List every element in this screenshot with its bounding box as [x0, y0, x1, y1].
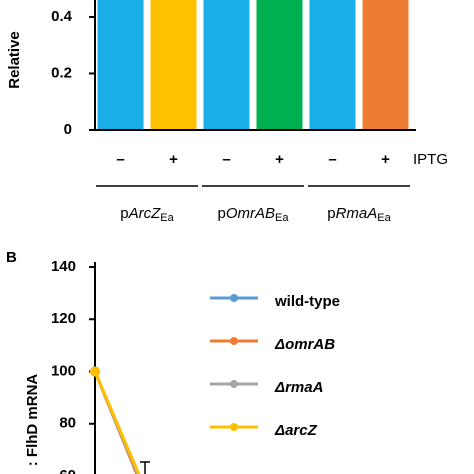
x-tick-label: – [116, 151, 124, 168]
y-tick-label: 0.2 [51, 64, 72, 81]
group-label: pArcZEa [120, 205, 174, 224]
plot-area [90, 366, 141, 474]
group-name: OmrAB [226, 205, 275, 222]
series-line [93, 370, 141, 474]
group-sub: Ea [275, 212, 289, 224]
panel-label: B [6, 249, 17, 266]
x-tick-label: – [222, 151, 230, 168]
bar [97, 0, 144, 131]
y-axis-label: Relative [6, 31, 23, 89]
group-prefix: p [327, 205, 335, 222]
y-tick-label: 100 [51, 362, 76, 379]
group-label: pRmaAEa [327, 205, 391, 224]
group-sub: Ea [160, 212, 174, 224]
group-name: RmaA [336, 205, 378, 222]
y-tick-label: 140 [51, 258, 76, 275]
group-prefix: p [120, 205, 128, 222]
x-tick-label: + [381, 151, 390, 168]
panel-b: B 60 80 100 120 140 : FlhD mRNA wild-type ΔomrAB… [6, 249, 340, 474]
group-name: ArcZ [128, 205, 162, 222]
y-tick-label: 80 [59, 415, 76, 432]
legend-label: ΔomrAB [274, 336, 335, 353]
legend-label: ΔrmaA [274, 379, 323, 396]
group-sub: Ea [377, 212, 391, 224]
bar [150, 0, 197, 131]
group-prefix: p [218, 205, 226, 222]
y-tick-label: 120 [51, 310, 76, 327]
series-point [90, 366, 100, 377]
legend-marker [230, 294, 238, 302]
legend-marker [230, 380, 238, 388]
y-tick-label: 0.4 [51, 8, 73, 25]
legend-label: wild-type [274, 293, 340, 310]
group-label: pOmrABEa [218, 205, 290, 224]
x-tick-label: + [169, 151, 178, 168]
x-tick-label: – [328, 151, 336, 168]
x-tick-label: + [275, 151, 284, 168]
bar [309, 0, 356, 131]
y-axis-label: : FlhD mRNA [24, 374, 41, 467]
y-tick-label: 0 [64, 121, 72, 138]
bar [203, 0, 250, 131]
bar [362, 0, 409, 131]
legend-marker [230, 423, 238, 431]
treatment-label: IPTG [413, 151, 448, 168]
legend-label: ΔarcZ [274, 422, 318, 439]
y-tick-label: 60 [59, 467, 76, 474]
legend-marker [230, 337, 238, 345]
plot-area [97, 0, 409, 131]
bar [256, 0, 303, 131]
